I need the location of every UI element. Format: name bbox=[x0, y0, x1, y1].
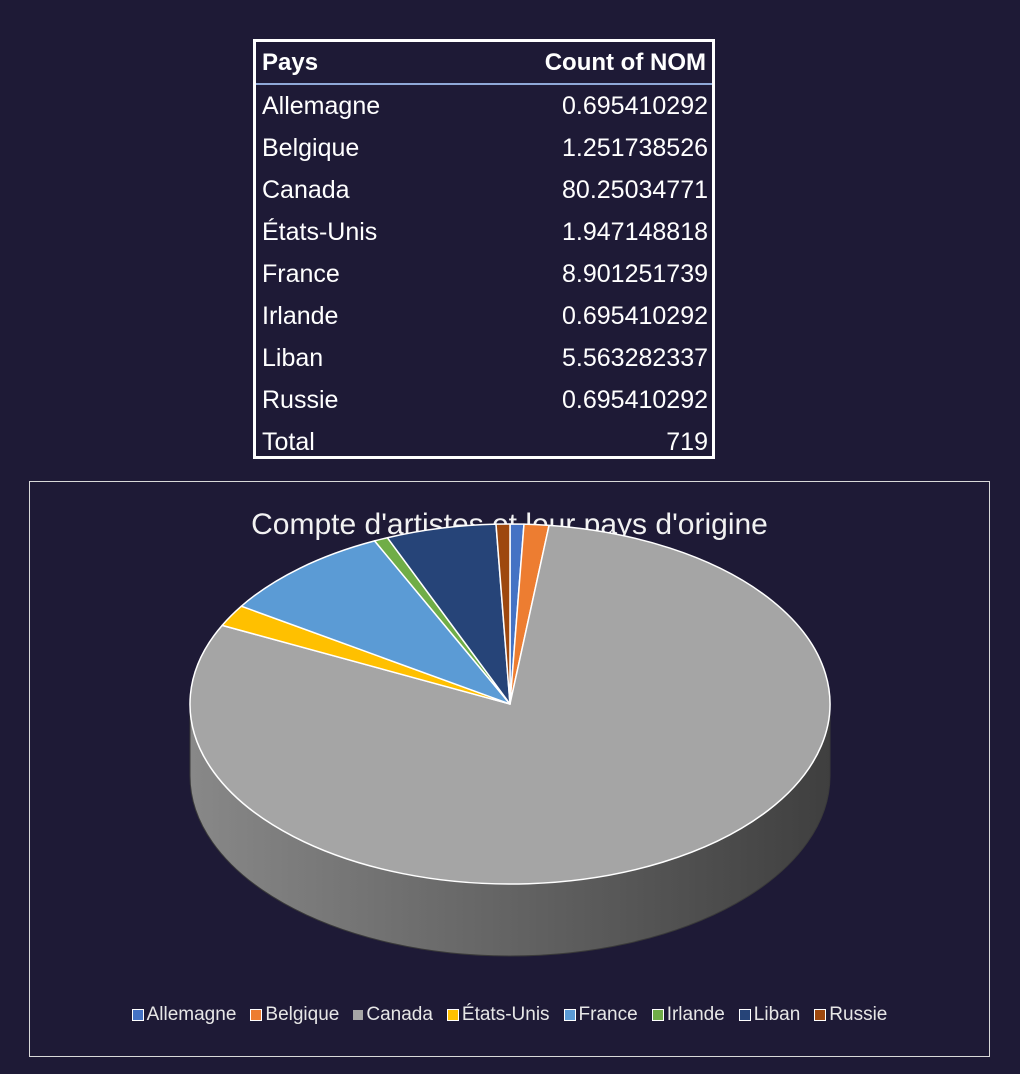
total-value: 719 bbox=[666, 427, 708, 456]
table-row[interactable]: Irlande 0.695410292 bbox=[256, 295, 712, 337]
header-pays[interactable]: Pays bbox=[256, 42, 450, 85]
row-value: 0.695410292 bbox=[562, 91, 708, 120]
legend-item[interactable]: France bbox=[563, 1004, 638, 1026]
row-value: 0.695410292 bbox=[562, 385, 708, 414]
legend-item[interactable]: Irlande bbox=[651, 1004, 725, 1026]
legend: Allemagne Belgique Canada États-Unis France I… bbox=[30, 1004, 989, 1026]
legend-swatch bbox=[131, 1009, 144, 1021]
row-pays: Allemagne bbox=[262, 91, 381, 120]
legend-swatch bbox=[446, 1009, 459, 1021]
legend-item[interactable]: Russie bbox=[814, 1004, 887, 1026]
legend-swatch bbox=[651, 1009, 664, 1021]
pie-slice-russie[interactable] bbox=[495, 523, 511, 705]
legend-label: États-Unis bbox=[461, 1004, 550, 1025]
row-pays: Belgique bbox=[262, 133, 360, 162]
row-value: 1.251738526 bbox=[562, 133, 708, 162]
row-pays: Canada bbox=[262, 175, 350, 204]
row-pays: Liban bbox=[262, 343, 324, 372]
total-label: Total bbox=[262, 427, 315, 456]
row-pays: États-Unis bbox=[262, 217, 378, 246]
legend-label: France bbox=[578, 1004, 638, 1025]
legend-item[interactable]: Belgique bbox=[250, 1004, 339, 1026]
row-value: 8.901251739 bbox=[562, 259, 708, 288]
legend-swatch bbox=[738, 1009, 751, 1021]
legend-swatch bbox=[563, 1009, 576, 1021]
legend-label: Liban bbox=[753, 1004, 801, 1025]
row-value: 80.25034771 bbox=[562, 175, 708, 204]
table-row[interactable]: Liban 5.563282337 bbox=[256, 337, 712, 379]
row-pays: Russie bbox=[262, 385, 339, 414]
table-row[interactable]: Allemagne 0.695410292 bbox=[256, 84, 712, 127]
row-pays: France bbox=[262, 259, 340, 288]
legend-label: Canada bbox=[366, 1004, 433, 1025]
table-row[interactable]: États-Unis 1.947148818 bbox=[256, 211, 712, 253]
legend-swatch bbox=[250, 1009, 263, 1021]
header-count[interactable]: Count of NOM bbox=[449, 42, 712, 85]
table-row[interactable]: France 8.901251739 bbox=[256, 253, 712, 295]
legend-item[interactable]: Liban bbox=[738, 1004, 801, 1026]
chart-area[interactable]: Compte d'artistes et leur pays d'origine… bbox=[29, 481, 990, 1057]
legend-item[interactable]: Allemagne bbox=[131, 1004, 237, 1026]
row-value: 0.695410292 bbox=[562, 301, 708, 330]
legend-item[interactable]: Canada bbox=[353, 1004, 433, 1026]
legend-label: Irlande bbox=[666, 1004, 725, 1025]
table-row[interactable]: Belgique 1.251738526 bbox=[256, 127, 712, 169]
row-pays: Irlande bbox=[262, 301, 339, 330]
pivot-table: Pays Count of NOM Allemagne 0.695410292 Be… bbox=[253, 39, 715, 459]
legend-label: Russie bbox=[829, 1004, 888, 1025]
pie-chart bbox=[189, 523, 831, 957]
legend-swatch bbox=[814, 1009, 827, 1021]
row-value: 1.947148818 bbox=[562, 217, 708, 246]
table-row[interactable]: Canada 80.25034771 bbox=[256, 169, 712, 211]
legend-label: Allemagne bbox=[146, 1004, 237, 1025]
legend-label: Belgique bbox=[265, 1004, 340, 1025]
legend-item[interactable]: États-Unis bbox=[446, 1004, 550, 1026]
pie-slice-france[interactable] bbox=[240, 540, 511, 705]
table-row[interactable]: Russie 0.695410292 bbox=[256, 379, 712, 421]
legend-swatch bbox=[353, 1010, 364, 1020]
row-value: 5.563282337 bbox=[562, 343, 708, 372]
